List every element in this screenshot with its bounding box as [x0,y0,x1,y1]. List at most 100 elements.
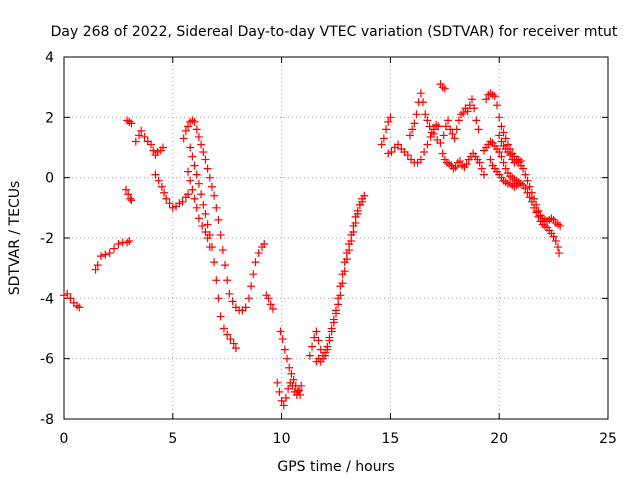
data-point [205,243,214,252]
data-point [231,344,240,353]
data-point [495,131,504,140]
data-point [408,125,417,134]
data-point [521,170,530,179]
data-point [525,182,534,191]
data-point [514,179,523,188]
data-point [96,252,105,261]
data-point [516,157,525,166]
data-point [125,237,134,246]
data-point [186,176,195,185]
data-point [178,197,187,206]
data-point [486,155,495,164]
data-point [345,246,354,255]
data-point [423,116,432,125]
data-point [474,125,483,134]
data-point [276,327,285,336]
data-point [127,119,136,128]
data-point [436,138,445,147]
data-point [439,131,448,140]
data-point [210,191,219,200]
data-point [465,101,474,110]
data-point [199,200,208,209]
data-point [452,125,461,134]
data-point [179,134,188,143]
data-point [135,131,144,140]
data-point [140,132,149,141]
data-point [154,176,163,185]
data-point [114,240,123,249]
data-point [456,157,465,166]
data-point [190,117,199,126]
data-point [347,237,356,246]
data-point [525,193,534,202]
y-tick-label: 0 [45,171,54,187]
x-tick-label: 5 [168,431,177,447]
data-point [147,140,156,149]
data-point [247,282,256,291]
y-tick-label: 2 [45,110,54,126]
data-point [555,249,564,258]
data-point [472,116,481,125]
data-point [308,342,317,351]
data-point [66,294,75,303]
data-point [434,122,443,131]
data-point [192,203,201,212]
data-point [425,122,434,131]
data-point [490,92,499,101]
data-point [382,125,391,134]
data-point [221,261,230,270]
data-point [279,401,288,410]
data-point [340,267,349,276]
data-point [291,381,300,390]
data-point [412,110,421,119]
data-point [342,255,351,264]
tick-labels: 0 5 10 15 20 25 -8 -6 -4 -2 0 2 4 [40,50,617,447]
data-point [192,125,201,134]
data-point [105,249,114,258]
data-point [251,258,260,267]
data-point [334,300,343,309]
data-point [216,312,225,321]
data-point [289,375,298,384]
data-point [405,131,414,140]
data-point [75,303,84,312]
y-tick-label: 4 [45,50,54,66]
data-point [198,221,207,230]
data-point [549,232,558,241]
data-point [192,170,201,179]
data-point [551,237,560,246]
data-point [188,152,197,161]
data-points [60,80,565,410]
data-point [126,194,135,203]
y-tick-label: -6 [40,352,54,368]
data-point [165,199,174,208]
data-point [229,339,238,348]
data-point [160,188,169,197]
data-point [223,276,232,285]
data-point [349,227,358,236]
data-point [523,176,532,185]
data-point [226,335,235,344]
data-point [188,185,197,194]
data-point [475,158,484,167]
data-point [110,244,119,253]
data-point [312,327,321,336]
data-point [201,227,210,236]
data-point [416,89,425,98]
data-point [519,164,528,173]
data-point [379,134,388,143]
data-point [440,84,449,93]
data-point [201,209,210,218]
data-point [336,291,345,300]
data-point [127,196,136,205]
data-point [501,134,510,143]
data-point [479,170,488,179]
data-point [497,122,506,131]
data-point [448,129,457,138]
data-point [184,122,193,131]
data-point [93,261,102,270]
data-point [553,243,562,252]
data-point [281,393,290,402]
